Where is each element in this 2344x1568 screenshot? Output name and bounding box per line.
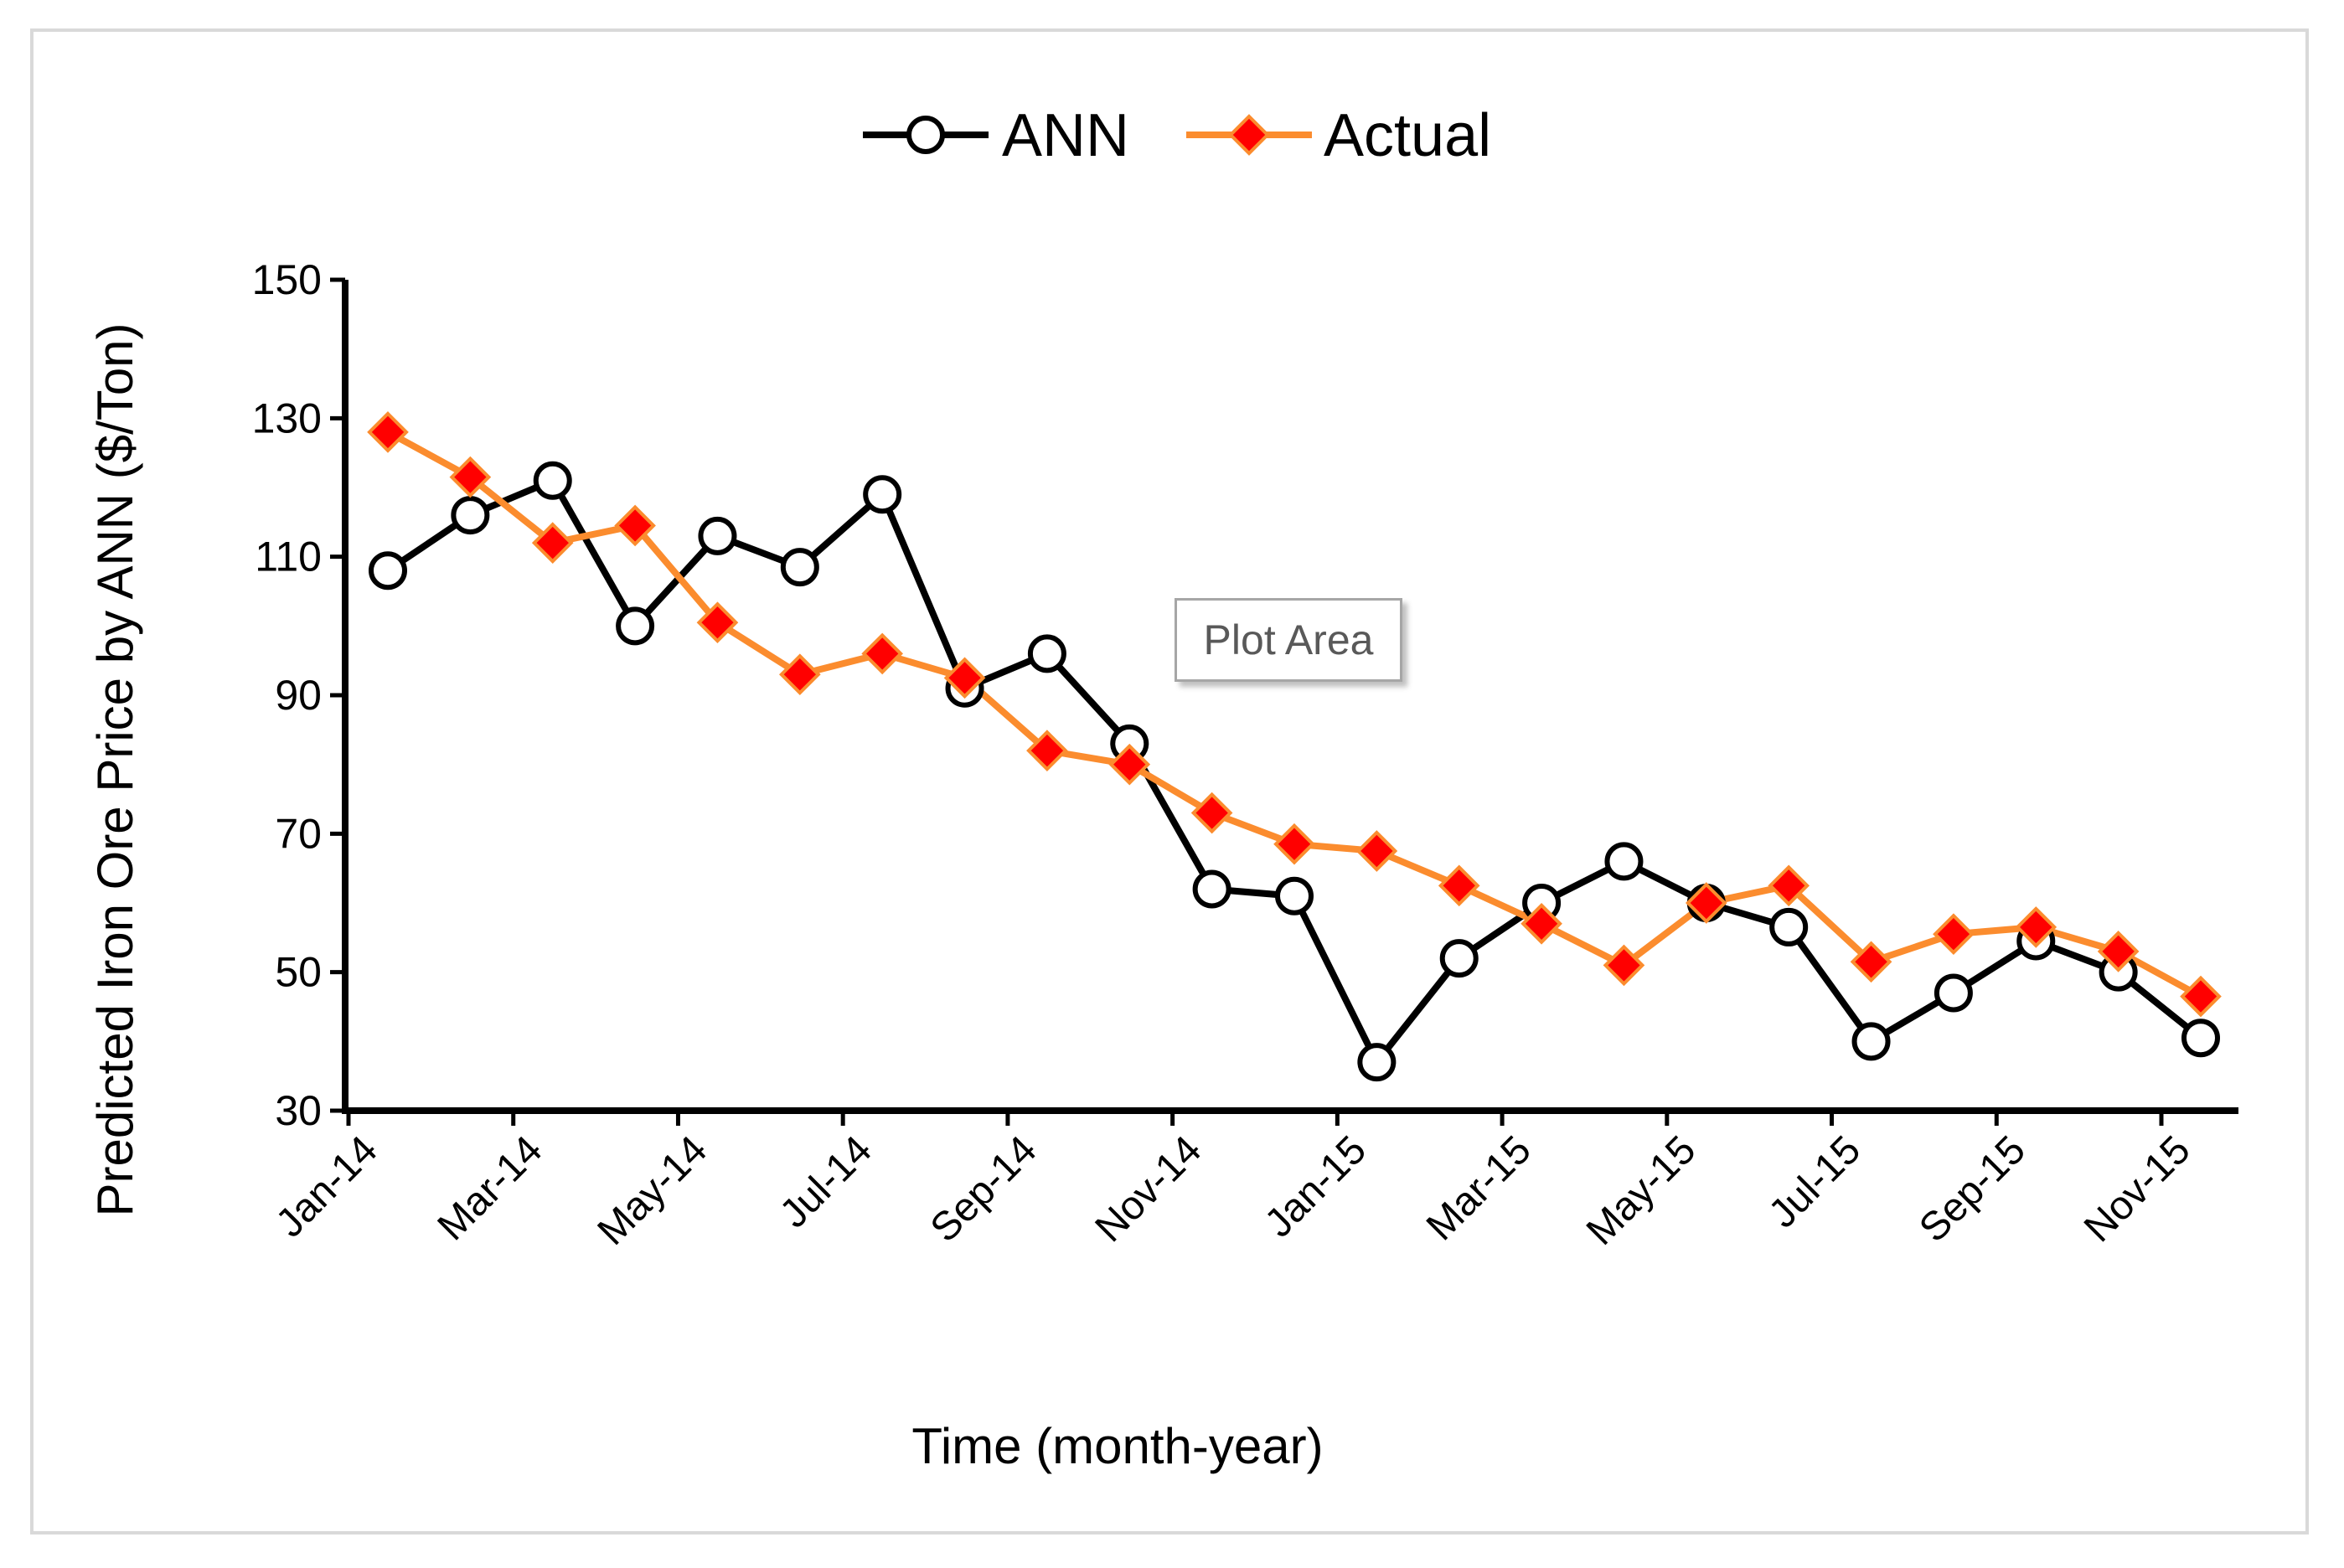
data-point-ann	[369, 551, 407, 591]
y-axis-title: Predicted Iron Ore Price by ANN ($/Ton)	[87, 322, 143, 1216]
data-point-actual	[2097, 931, 2140, 972]
x-tick-label: Mar-15	[1418, 1127, 1540, 1249]
data-point-ann	[616, 606, 655, 646]
data-point-actual	[1190, 792, 1233, 834]
data-point-actual	[1521, 902, 1562, 945]
x-tick-label: Mar-14	[430, 1127, 551, 1249]
data-point-actual	[1438, 864, 1480, 907]
data-point-ann	[1275, 876, 1314, 916]
data-point-actual	[1933, 913, 1975, 956]
y-tick-label: 130	[252, 395, 322, 441]
data-point-actual	[614, 504, 656, 547]
data-point-actual	[1685, 882, 1727, 924]
legend-marker-ann	[906, 116, 945, 154]
x-tick-label: Nov-15	[2076, 1127, 2199, 1251]
y-tick-label: 50	[275, 949, 322, 996]
data-point-ann	[2181, 1019, 2220, 1058]
y-tick-label: 90	[275, 672, 322, 719]
y-tick-label: 110	[255, 534, 322, 580]
data-point-ann	[533, 461, 572, 500]
data-point-ann	[780, 548, 819, 587]
data-point-actual	[2015, 906, 2057, 948]
data-point-ann	[1027, 634, 1066, 673]
data-point-actual	[778, 653, 821, 696]
data-point-actual	[861, 632, 904, 675]
x-tick-label: Jan-15	[1257, 1127, 1375, 1246]
data-point-actual	[1850, 941, 1892, 983]
data-point-ann	[1851, 1022, 1891, 1061]
legend-label-actual: Actual	[1324, 102, 1491, 169]
x-axis-title: Time (month-year)	[911, 1418, 1323, 1474]
data-point-ann	[451, 496, 490, 535]
x-tick-label: Jan-14	[268, 1127, 386, 1246]
x-tick-label: Sep-15	[1911, 1127, 2034, 1251]
data-point-actual	[1355, 830, 1398, 872]
data-point-ann	[1439, 939, 1479, 978]
data-point-actual	[1603, 944, 1645, 987]
legend: ANN Actual	[863, 102, 1491, 169]
x-tick-label: Jul-14	[772, 1127, 880, 1236]
data-point-ann	[1357, 1043, 1397, 1082]
data-point-actual	[449, 456, 492, 498]
series-layer	[367, 411, 2222, 1082]
data-point-actual	[1768, 864, 1810, 907]
series-line-ann	[385, 477, 2203, 1066]
data-point-ann	[1769, 907, 1809, 946]
data-point-actual	[696, 601, 739, 644]
data-point-ann	[1934, 973, 1973, 1013]
data-point-actual	[2180, 975, 2222, 1018]
data-point-ann	[1604, 842, 1644, 881]
data-point-actual	[1026, 730, 1068, 771]
data-point-ann	[698, 516, 737, 555]
data-point-ann	[863, 475, 902, 514]
x-tick-label: Nov-14	[1087, 1127, 1211, 1251]
y-tick-label: 150	[252, 256, 322, 303]
x-tick-label: May-15	[1578, 1127, 1705, 1254]
legend-marker-actual	[1228, 114, 1270, 156]
chart-frame	[30, 28, 2309, 1534]
data-point-actual	[531, 522, 574, 564]
y-tick-label: 30	[275, 1087, 322, 1134]
data-point-actual	[1108, 743, 1151, 786]
x-tick-label: May-14	[590, 1127, 716, 1254]
data-point-actual	[943, 657, 986, 699]
plot-area-tooltip: Plot Area	[1175, 598, 1402, 682]
axes: 30 50 70 90 110 130 150 Jan-14 Mar-14 May-14 Jul-1…	[252, 256, 2238, 1254]
y-tick-label: 70	[275, 810, 322, 857]
legend-label-ann: ANN	[1002, 102, 1129, 169]
x-tick-label: Jul-15	[1760, 1127, 1869, 1236]
x-tick-label: Sep-14	[922, 1127, 1046, 1251]
data-point-actual	[1273, 823, 1315, 865]
data-point-actual	[367, 411, 409, 453]
data-point-ann	[1192, 869, 1231, 909]
